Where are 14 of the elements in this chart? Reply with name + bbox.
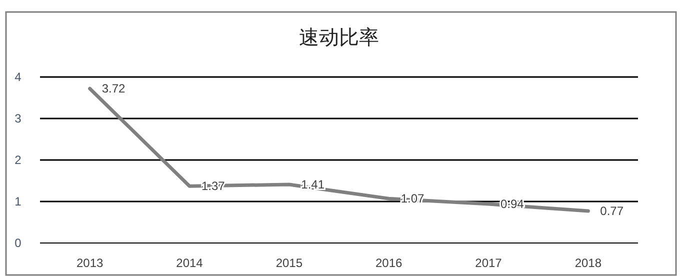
- y-tick-label: 4: [14, 70, 22, 84]
- y-tick-label: 1: [14, 194, 22, 208]
- x-tick-label: 2014: [176, 256, 204, 270]
- data-label: 0.77: [600, 204, 624, 218]
- x-tick-label: 2018: [574, 256, 602, 270]
- y-tick-label: 3: [14, 112, 22, 126]
- x-tick-label: 2017: [475, 256, 502, 270]
- chart-title: 速动比率: [299, 25, 379, 49]
- x-tick-label: 2013: [76, 256, 104, 270]
- data-label: 3.72: [102, 82, 126, 96]
- y-tick-label: 0: [14, 236, 22, 250]
- x-tick-label: 2015: [276, 256, 303, 270]
- x-tick-label: 2016: [375, 256, 403, 270]
- y-tick-label: 2: [14, 153, 22, 167]
